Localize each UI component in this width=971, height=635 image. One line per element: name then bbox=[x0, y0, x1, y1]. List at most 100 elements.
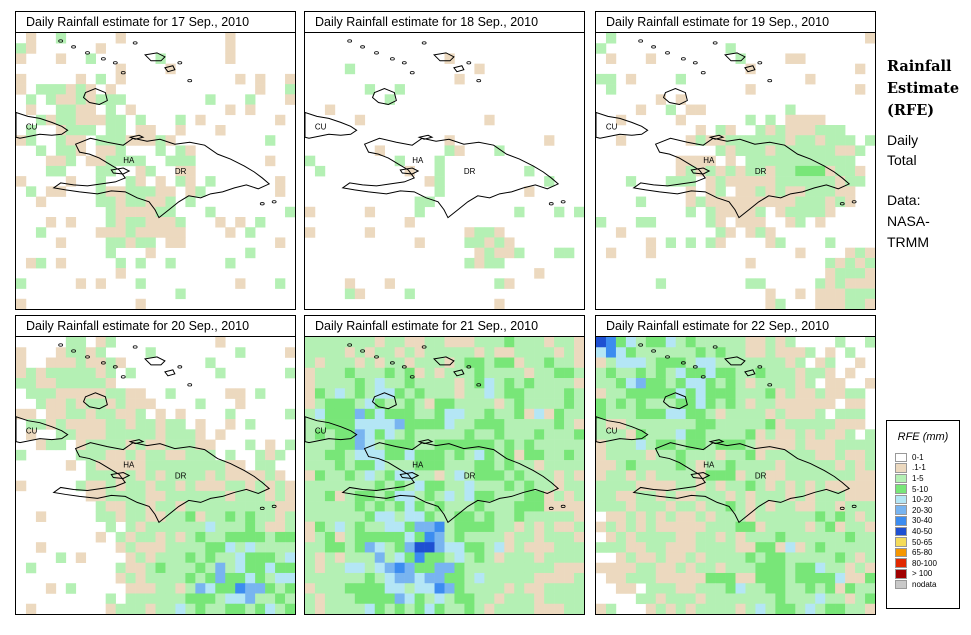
rainfall-cell bbox=[705, 155, 716, 167]
rainfall-cell bbox=[85, 378, 97, 389]
rainfall-cell bbox=[374, 501, 386, 512]
rainfall-cell bbox=[275, 490, 286, 502]
rainfall-cell bbox=[105, 155, 116, 167]
rainfall-cell bbox=[705, 501, 716, 512]
rainfall-cell bbox=[384, 501, 395, 512]
rainfall-cell bbox=[135, 552, 146, 563]
rainfall-cell bbox=[314, 398, 326, 410]
rainfall-cell bbox=[305, 439, 316, 451]
rainfall-cell bbox=[165, 572, 176, 584]
rainfall-cell bbox=[145, 583, 156, 594]
rainfall-cell bbox=[785, 552, 796, 563]
rainfall-cell bbox=[534, 388, 545, 399]
rainfall-cell bbox=[25, 33, 37, 44]
rainfall-cell bbox=[444, 460, 455, 471]
rainfall-cell bbox=[775, 521, 786, 533]
islet bbox=[132, 345, 138, 349]
rainfall-cell bbox=[424, 408, 435, 420]
legend-swatch bbox=[895, 473, 907, 484]
rainfall-cell bbox=[835, 288, 846, 300]
rainfall-cell bbox=[245, 593, 256, 605]
rainfall-cell bbox=[605, 33, 617, 44]
rainfall-cell bbox=[534, 521, 545, 533]
rainfall-cell bbox=[394, 562, 405, 574]
rainfall-cell bbox=[105, 135, 116, 146]
rainfall-cell bbox=[615, 490, 627, 502]
rainfall-cell bbox=[135, 114, 146, 126]
rainfall-cell bbox=[564, 357, 575, 369]
rainfall-cell bbox=[85, 94, 97, 105]
rainfall-cell bbox=[55, 429, 67, 440]
rainfall-cell bbox=[75, 84, 87, 95]
rainfall-cell bbox=[675, 449, 686, 461]
rainfall-cell bbox=[484, 439, 495, 451]
rainfall-cell bbox=[105, 165, 116, 177]
rainfall-cell bbox=[225, 419, 236, 430]
rainfall-cell bbox=[25, 378, 37, 389]
rainfall-cell bbox=[795, 378, 806, 389]
coastline-caicos1 bbox=[724, 356, 746, 366]
rainfall-cell bbox=[785, 490, 796, 502]
rainfall-cell bbox=[185, 470, 196, 481]
rainfall-cell bbox=[185, 501, 196, 512]
islet bbox=[851, 504, 857, 508]
rainfall-cell bbox=[275, 480, 286, 492]
rainfall-cell bbox=[275, 572, 286, 584]
rainfall-cell bbox=[444, 398, 455, 410]
rainfall-cell bbox=[544, 470, 555, 481]
rainfall-cell bbox=[865, 247, 875, 259]
rainfall-cell bbox=[675, 94, 686, 105]
rainfall-cell bbox=[695, 562, 706, 574]
rainfall-cell bbox=[596, 357, 607, 369]
rainfall-cell bbox=[404, 480, 415, 492]
rainfall-cell bbox=[65, 155, 77, 167]
rainfall-cell bbox=[695, 165, 706, 177]
rainfall-cell bbox=[444, 367, 455, 379]
rainfall-cell bbox=[544, 531, 555, 543]
rainfall-cell bbox=[215, 501, 226, 512]
rainfall-cell bbox=[165, 583, 176, 594]
rainfall-cell bbox=[165, 603, 176, 614]
rainfall-cell bbox=[635, 562, 647, 574]
rainfall-cell bbox=[55, 114, 67, 126]
rainfall-cell bbox=[514, 367, 525, 379]
rainfall-cell bbox=[544, 511, 555, 522]
rainfall-cell bbox=[825, 268, 836, 279]
rainfall-cell bbox=[625, 552, 637, 563]
rainfall-cell bbox=[55, 135, 67, 146]
rainfall-cell bbox=[815, 206, 826, 218]
rainfall-cell bbox=[414, 388, 425, 399]
coastline-inagua bbox=[371, 88, 397, 106]
rainfall-cell bbox=[805, 552, 816, 563]
rainfall-cell bbox=[504, 429, 515, 440]
rainfall-cell bbox=[205, 94, 216, 105]
rainfall-cell bbox=[95, 429, 106, 440]
rainfall-cell bbox=[424, 176, 435, 187]
rainfall-cell bbox=[165, 501, 176, 512]
rainfall-cell bbox=[115, 217, 126, 228]
rainfall-cell bbox=[795, 562, 806, 574]
rainfall-cell bbox=[745, 196, 756, 208]
rainfall-cell bbox=[625, 357, 637, 369]
rainfall-cell bbox=[95, 419, 106, 430]
rainfall-cell bbox=[55, 165, 67, 177]
rainfall-cell bbox=[414, 593, 425, 605]
rainfall-cell bbox=[635, 347, 647, 358]
rainfall-cell bbox=[175, 521, 186, 533]
rainfall-cell bbox=[105, 439, 116, 451]
rainfall-cell bbox=[795, 603, 806, 614]
rainfall-cell bbox=[574, 419, 584, 430]
rainfall-cell bbox=[735, 357, 746, 369]
rainfall-cell bbox=[514, 388, 525, 399]
rainfall-cell bbox=[285, 73, 295, 85]
rainfall-cell bbox=[735, 398, 746, 410]
islet bbox=[409, 71, 415, 75]
rainfall-cell bbox=[695, 470, 706, 481]
rainfall-cell bbox=[205, 501, 216, 512]
rainfall-cell bbox=[785, 176, 796, 187]
rainfall-cell bbox=[835, 278, 846, 289]
rainfall-cell bbox=[354, 398, 366, 410]
rainfall-cell bbox=[865, 593, 875, 605]
rainfall-cell bbox=[494, 439, 505, 451]
rainfall-cell bbox=[275, 562, 286, 574]
